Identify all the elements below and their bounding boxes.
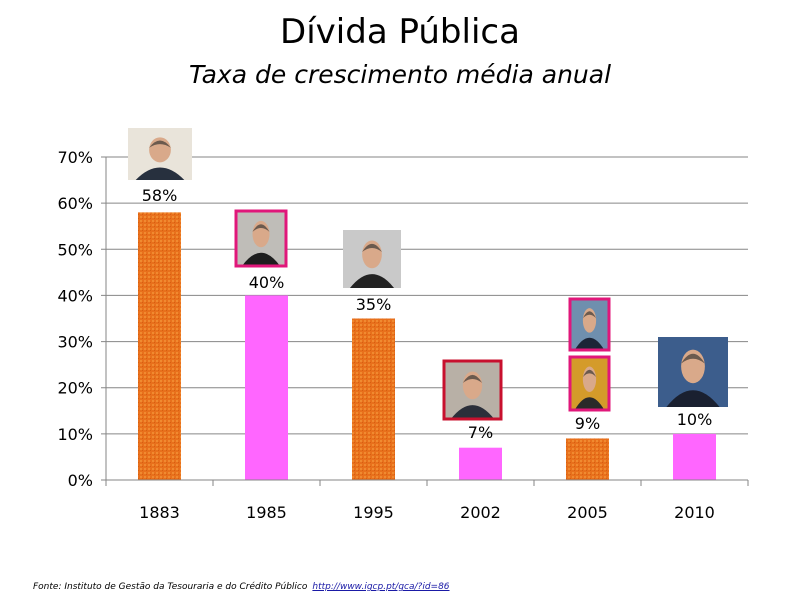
photo-shoulders xyxy=(450,405,495,419)
photo-hair xyxy=(462,374,483,384)
bar-1985 xyxy=(245,295,288,480)
value-label-2005: 9% xyxy=(575,414,600,433)
portrait-2002 xyxy=(442,359,503,421)
source-text: Fonte: Instituto de Gestão da Tesouraria… xyxy=(33,582,308,592)
portrait-1985 xyxy=(234,209,288,268)
photo-hair xyxy=(582,369,597,378)
chart-title: Dívida Pública xyxy=(280,12,520,52)
source-note: Fonte: Instituto de Gestão da Tesouraria… xyxy=(33,582,450,592)
portrait-2005-bottom xyxy=(568,355,611,412)
portrait-2005-top xyxy=(568,297,611,352)
portrait-1995 xyxy=(343,230,401,288)
y-tick-label: 70% xyxy=(57,148,93,167)
grid-lines xyxy=(101,156,748,481)
photo-frame xyxy=(234,209,288,268)
photo-frame xyxy=(568,297,611,352)
bar-1995 xyxy=(352,318,395,480)
portrait-2010 xyxy=(658,337,728,407)
value-label-1985: 40% xyxy=(249,273,285,292)
bar-2002 xyxy=(459,447,502,480)
photo-shoulders xyxy=(135,167,185,180)
y-tick-label: 60% xyxy=(57,194,93,213)
bar-1883 xyxy=(138,212,181,480)
x-tick-label: 2005 xyxy=(567,503,608,522)
value-label-1995: 35% xyxy=(356,295,392,314)
photo-shoulders xyxy=(574,397,605,410)
bars xyxy=(138,212,716,480)
x-tick-label: 2002 xyxy=(460,503,501,522)
value-label-2002: 7% xyxy=(468,423,493,442)
bar-2010 xyxy=(673,433,716,480)
photo-shoulders xyxy=(666,390,720,407)
y-axis: 0% 10% 20% 30% 40% 50% 60% 70% xyxy=(57,148,107,490)
y-tick-label: 30% xyxy=(57,333,93,352)
photo-frame xyxy=(442,359,503,421)
x-tick-label: 1995 xyxy=(353,503,394,522)
x-tick-label: 1883 xyxy=(139,503,180,522)
photo-hair xyxy=(252,224,270,232)
bar-2005 xyxy=(566,438,609,480)
portrait-1883 xyxy=(128,128,192,180)
photo-shoulders xyxy=(349,274,395,288)
chart-subtitle: Taxa de crescimento média anual xyxy=(188,60,612,89)
photo-hair xyxy=(362,243,382,253)
photo-hair xyxy=(681,353,705,364)
value-label-2010: 10% xyxy=(677,410,713,429)
value-labels: 58% 40% 35% 7% 9% 10% xyxy=(142,186,713,442)
x-tick-label: 1985 xyxy=(246,503,287,522)
photo-shoulders xyxy=(574,337,605,350)
y-tick-label: 40% xyxy=(57,286,93,305)
photo-hair xyxy=(149,140,171,148)
source-link[interactable]: http://www.igcp.pt/gca/?id=86 xyxy=(312,582,450,592)
y-tick-label: 20% xyxy=(57,379,93,398)
photo-hair xyxy=(582,311,597,319)
portrait-photos xyxy=(128,128,728,421)
value-label-1883: 58% xyxy=(142,186,178,205)
y-tick-label: 50% xyxy=(57,240,93,259)
photo-shoulders xyxy=(242,252,280,266)
y-tick-label: 0% xyxy=(68,471,93,490)
photo-frame xyxy=(568,355,611,412)
x-axis: 1883 1985 1995 2002 2005 2010 xyxy=(105,479,749,522)
y-tick-label: 10% xyxy=(57,425,93,444)
x-tick-label: 2010 xyxy=(674,503,715,522)
